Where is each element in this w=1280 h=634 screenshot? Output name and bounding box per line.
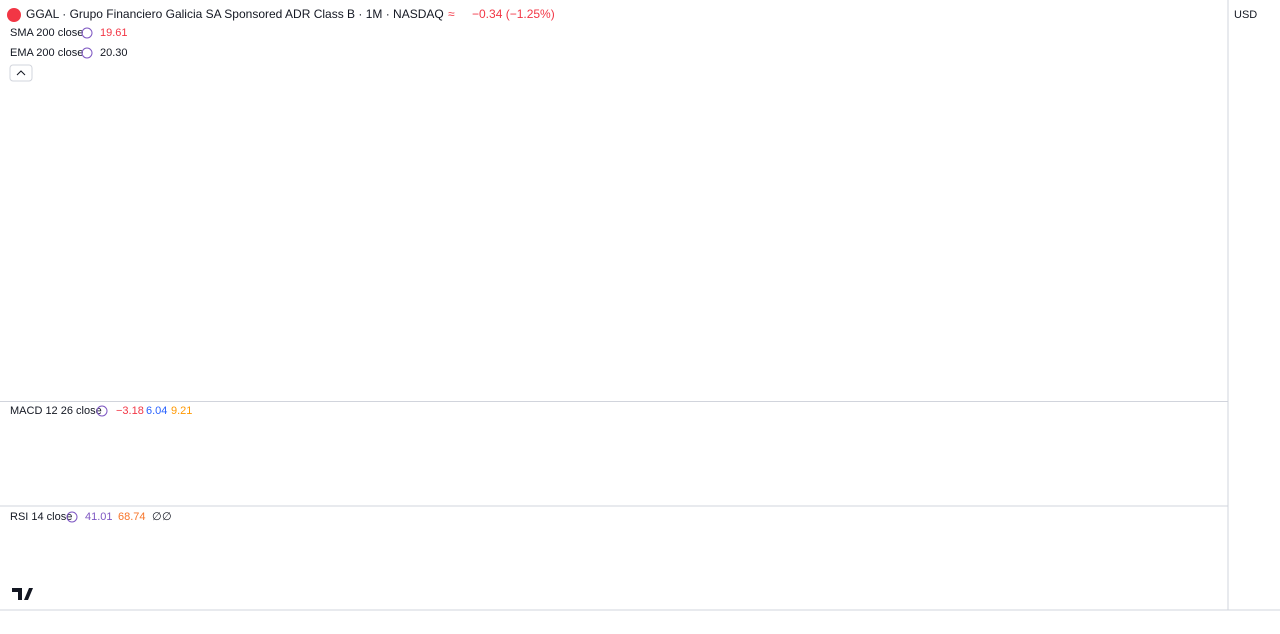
symbol-title: GGAL · Grupo Financiero Galicia SA Spons… — [26, 7, 444, 21]
collapse-button[interactable] — [9, 64, 33, 82]
legend-macd[interactable]: MACD 12 26 close — [10, 405, 102, 417]
legend-sma-value: 19.61 — [100, 27, 128, 39]
legend-rsi[interactable]: RSI 14 close — [10, 511, 72, 523]
legend-value: 9.21 — [171, 405, 192, 417]
legend-value: 41.01 — [85, 511, 113, 523]
settings-icon[interactable] — [66, 511, 78, 523]
price-change: −0.34 (−1.25%) — [472, 7, 555, 21]
caret-icon — [16, 70, 26, 76]
settings-icon[interactable] — [81, 47, 93, 59]
settings-icon[interactable] — [81, 27, 93, 39]
legend-value: ∅ — [152, 511, 162, 523]
legend-ema-value: 20.30 — [100, 47, 128, 59]
tradingview-logo[interactable] — [12, 588, 33, 600]
symbol-logo — [7, 8, 21, 22]
legend-ema[interactable]: EMA 200 close — [10, 47, 83, 59]
legend-value: 6.04 — [146, 405, 167, 417]
currency[interactable]: USD — [1234, 9, 1257, 21]
settings-icon[interactable] — [96, 405, 108, 417]
legend-value: 68.74 — [118, 511, 146, 523]
legend-value: −3.18 — [116, 405, 144, 417]
legend-sma[interactable]: SMA 200 close — [10, 27, 83, 39]
legend-value: ∅ — [162, 511, 172, 523]
market-status-icon[interactable]: ≈ — [448, 7, 455, 21]
